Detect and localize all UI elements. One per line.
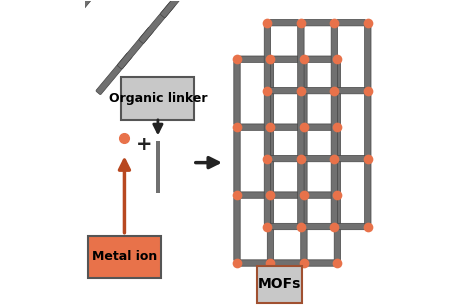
Text: MOFs: MOFs bbox=[258, 277, 301, 291]
FancyBboxPatch shape bbox=[96, 53, 132, 95]
FancyBboxPatch shape bbox=[270, 155, 299, 162]
FancyBboxPatch shape bbox=[267, 129, 273, 193]
FancyBboxPatch shape bbox=[365, 93, 371, 157]
FancyBboxPatch shape bbox=[301, 129, 307, 193]
FancyBboxPatch shape bbox=[273, 192, 302, 198]
FancyBboxPatch shape bbox=[303, 155, 332, 162]
FancyBboxPatch shape bbox=[270, 223, 299, 230]
FancyBboxPatch shape bbox=[331, 25, 337, 88]
FancyBboxPatch shape bbox=[65, 0, 101, 25]
Bar bbox=[156, 141, 160, 193]
FancyBboxPatch shape bbox=[264, 25, 271, 88]
FancyBboxPatch shape bbox=[334, 129, 341, 193]
FancyBboxPatch shape bbox=[273, 124, 302, 130]
FancyBboxPatch shape bbox=[303, 19, 332, 26]
FancyBboxPatch shape bbox=[331, 161, 337, 224]
FancyBboxPatch shape bbox=[270, 87, 299, 94]
FancyBboxPatch shape bbox=[334, 197, 341, 261]
FancyBboxPatch shape bbox=[270, 19, 299, 26]
FancyBboxPatch shape bbox=[303, 223, 332, 230]
FancyBboxPatch shape bbox=[306, 124, 335, 130]
FancyBboxPatch shape bbox=[298, 161, 304, 224]
Text: Metal ion: Metal ion bbox=[92, 251, 157, 263]
FancyBboxPatch shape bbox=[264, 161, 271, 224]
FancyBboxPatch shape bbox=[306, 56, 335, 62]
FancyBboxPatch shape bbox=[139, 2, 175, 43]
FancyBboxPatch shape bbox=[273, 56, 302, 62]
FancyBboxPatch shape bbox=[0, 0, 28, 7]
FancyBboxPatch shape bbox=[334, 61, 341, 125]
FancyBboxPatch shape bbox=[273, 260, 302, 266]
Text: Organic linker: Organic linker bbox=[109, 92, 207, 105]
FancyBboxPatch shape bbox=[306, 260, 335, 266]
Text: +: + bbox=[136, 135, 153, 154]
FancyBboxPatch shape bbox=[303, 87, 332, 94]
FancyBboxPatch shape bbox=[239, 124, 268, 130]
FancyBboxPatch shape bbox=[160, 0, 196, 18]
FancyBboxPatch shape bbox=[264, 93, 271, 157]
FancyBboxPatch shape bbox=[337, 19, 365, 26]
FancyBboxPatch shape bbox=[239, 192, 268, 198]
FancyBboxPatch shape bbox=[365, 161, 371, 224]
FancyBboxPatch shape bbox=[365, 25, 371, 88]
FancyBboxPatch shape bbox=[239, 260, 268, 266]
FancyBboxPatch shape bbox=[298, 25, 304, 88]
FancyBboxPatch shape bbox=[88, 236, 161, 278]
FancyBboxPatch shape bbox=[234, 129, 240, 193]
FancyBboxPatch shape bbox=[301, 61, 307, 125]
FancyBboxPatch shape bbox=[267, 197, 273, 261]
FancyBboxPatch shape bbox=[298, 93, 304, 157]
FancyBboxPatch shape bbox=[234, 197, 240, 261]
FancyBboxPatch shape bbox=[331, 93, 337, 157]
FancyBboxPatch shape bbox=[118, 27, 154, 69]
FancyBboxPatch shape bbox=[267, 61, 273, 125]
FancyBboxPatch shape bbox=[301, 197, 307, 261]
FancyBboxPatch shape bbox=[234, 61, 240, 125]
FancyBboxPatch shape bbox=[239, 56, 268, 62]
FancyBboxPatch shape bbox=[306, 192, 335, 198]
FancyBboxPatch shape bbox=[337, 155, 365, 162]
FancyBboxPatch shape bbox=[44, 10, 80, 51]
FancyBboxPatch shape bbox=[121, 77, 194, 120]
FancyBboxPatch shape bbox=[337, 223, 365, 230]
FancyBboxPatch shape bbox=[257, 266, 302, 303]
FancyBboxPatch shape bbox=[337, 87, 365, 94]
